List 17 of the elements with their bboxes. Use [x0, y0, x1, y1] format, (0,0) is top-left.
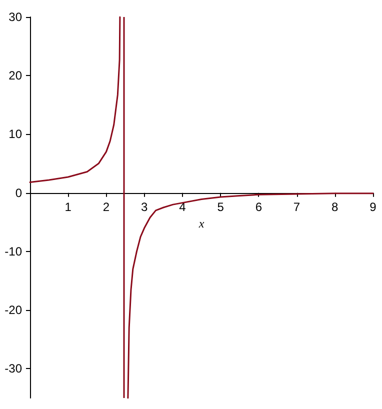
y-tick-label: -10	[4, 244, 22, 258]
x-tick-label: 4	[179, 200, 186, 214]
x-axis-title: x	[198, 216, 205, 231]
y-tick-label: -30	[4, 362, 22, 376]
y-tick-label: 30	[8, 10, 22, 24]
x-tick-label: 7	[293, 200, 300, 214]
y-tick-label: 0	[15, 186, 22, 200]
y-tick-label: 10	[8, 127, 22, 142]
y-tick-label: -20	[4, 303, 22, 318]
y-tick-label: 20	[8, 68, 22, 83]
x-tick-label: 3	[140, 200, 148, 214]
x-tick-label: 6	[255, 200, 262, 214]
x-tick-label: 2	[102, 200, 110, 214]
x-tick-label: 1	[64, 200, 72, 214]
x-tick-label: 5	[217, 200, 224, 214]
x-tick-label: 8	[332, 200, 339, 214]
x-tick-label: 9	[370, 200, 377, 214]
